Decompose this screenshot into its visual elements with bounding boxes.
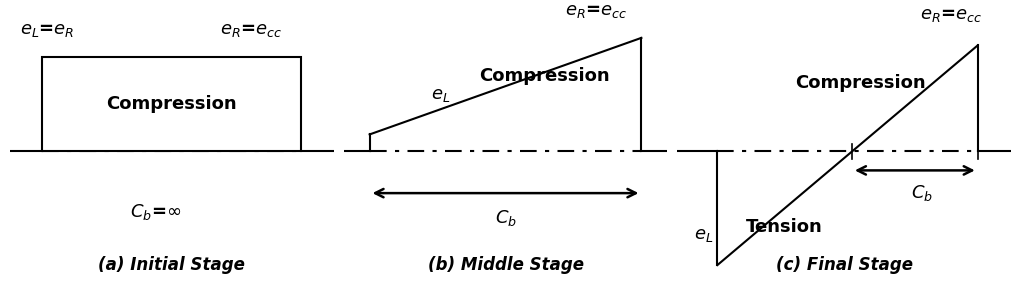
Text: (b) Middle Stage: (b) Middle Stage: [428, 256, 583, 274]
Text: $e_R$=$e_{cc}$: $e_R$=$e_{cc}$: [565, 2, 627, 20]
Text: Compression: Compression: [796, 74, 926, 92]
Text: (c) Final Stage: (c) Final Stage: [775, 256, 913, 274]
Text: $C_b$=$\infty$: $C_b$=$\infty$: [130, 202, 181, 222]
Text: Tension: Tension: [746, 218, 823, 236]
Text: $e_L$: $e_L$: [431, 86, 451, 104]
Text: $e_L$: $e_L$: [695, 226, 714, 244]
Text: $C_b$: $C_b$: [911, 183, 932, 203]
Text: Compression: Compression: [106, 95, 238, 113]
Text: Compression: Compression: [479, 67, 610, 85]
Bar: [42, 57, 301, 151]
Text: (a) Initial Stage: (a) Initial Stage: [98, 256, 246, 274]
Text: $e_R$=$e_{cc}$: $e_R$=$e_{cc}$: [220, 21, 283, 39]
Text: $C_b$: $C_b$: [494, 208, 517, 228]
Text: $e_L$=$e_R$: $e_L$=$e_R$: [20, 21, 74, 39]
Text: $e_R$=$e_{cc}$: $e_R$=$e_{cc}$: [920, 6, 982, 24]
